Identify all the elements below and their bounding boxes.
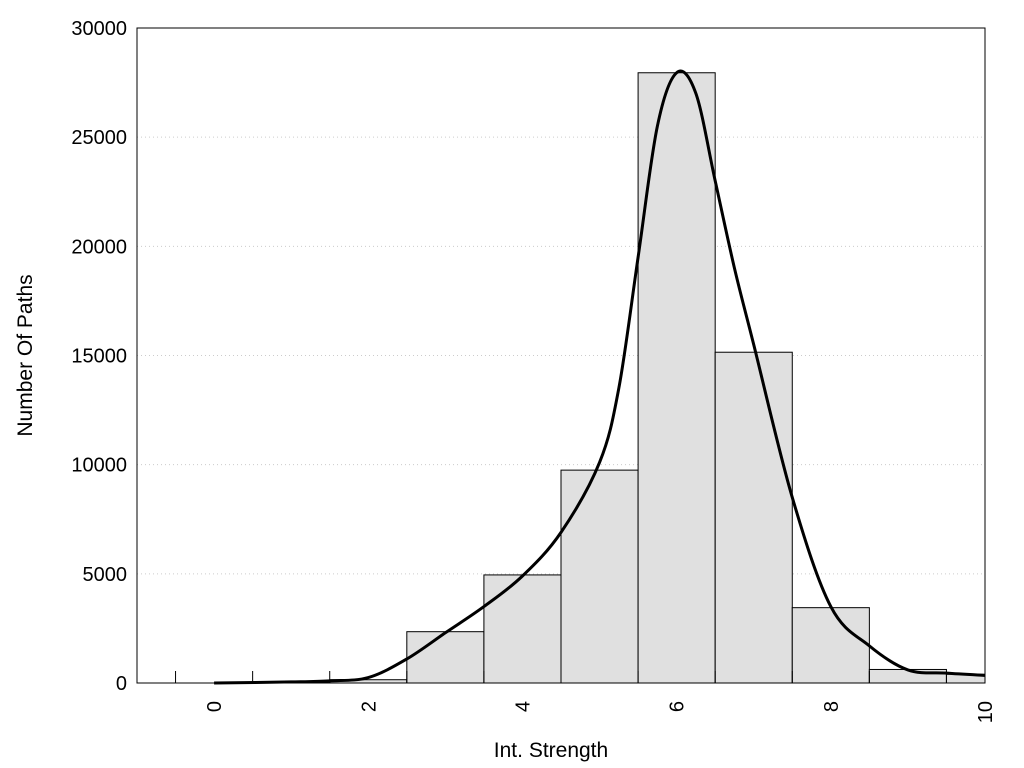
- x-tick-label: 4: [512, 701, 534, 712]
- histogram-bar: [791, 607, 870, 684]
- x-tick-label: 6: [667, 701, 689, 712]
- y-tick-label: 30000: [71, 18, 127, 40]
- y-tick-label: 10000: [71, 455, 127, 477]
- y-axis-ticks: 0 5000 10000 15000 20000 25000 30000: [71, 18, 127, 695]
- x-tick-label: 0: [204, 701, 226, 712]
- histogram-bar: [560, 469, 639, 684]
- y-tick-label: 25000: [71, 127, 127, 149]
- y-tick-label: 15000: [71, 346, 127, 368]
- plot-frame: [136, 27, 986, 684]
- density-curve: [214, 69, 986, 685]
- x-tick-label: 10: [975, 701, 997, 723]
- histogram-bar: [714, 351, 793, 684]
- histogram-bar: [483, 574, 562, 684]
- x-tick-label: 2: [358, 701, 380, 712]
- y-tick-label: 20000: [71, 236, 127, 258]
- density-curve-layer: [214, 69, 986, 685]
- y-tick-label: 5000: [83, 564, 128, 586]
- histogram-bar: [406, 631, 485, 684]
- x-axis-ticks: 0 2 4 6 8 10: [204, 701, 997, 723]
- y-axis-label: Number Of Paths: [14, 274, 37, 436]
- y-tick-label: 0: [116, 673, 127, 695]
- x-tick-label: 8: [821, 701, 843, 712]
- x-axis-label: Int. Strength: [494, 739, 608, 762]
- histogram-bars: [175, 72, 986, 684]
